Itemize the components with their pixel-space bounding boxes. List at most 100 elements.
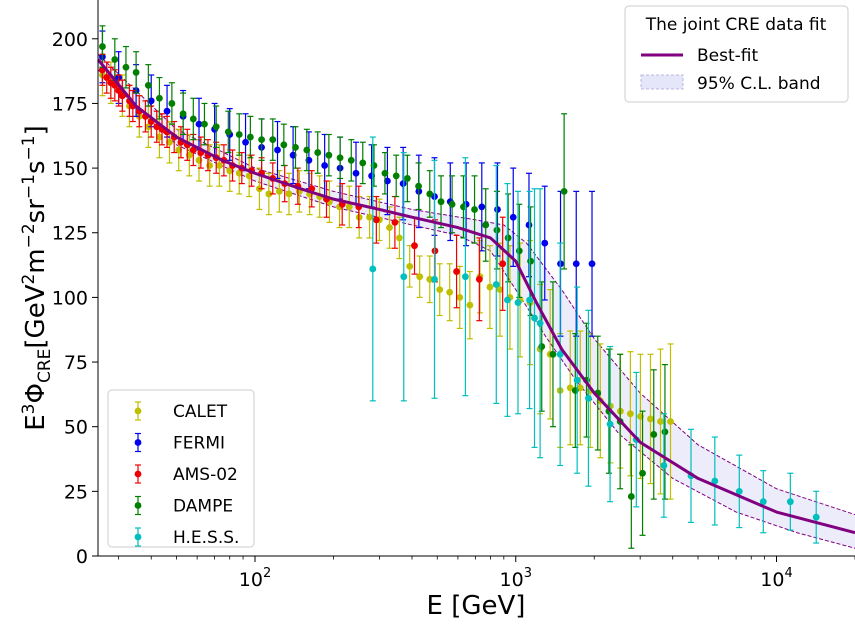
data-point: [461, 273, 469, 281]
data-point: [536, 319, 544, 327]
data-point: [386, 224, 393, 231]
data-point: [426, 275, 434, 283]
data-point: [280, 141, 288, 149]
data-point: [626, 410, 634, 418]
data-point: [366, 213, 373, 221]
data-point: [411, 242, 418, 250]
legend-marker-point: [134, 439, 142, 446]
data-point: [156, 133, 163, 141]
data-point: [560, 187, 568, 195]
legend-marker-point: [134, 470, 142, 478]
data-point: [515, 247, 523, 255]
data-point: [661, 428, 669, 436]
data-point: [206, 162, 214, 169]
legend-label: FERMI: [173, 434, 225, 454]
data-point: [156, 94, 163, 102]
data-point: [369, 265, 377, 273]
data-point: [245, 172, 253, 180]
legend-best-fit-label: Best-fit: [697, 46, 758, 66]
data-point: [573, 376, 581, 384]
data-point: [285, 190, 293, 198]
data-point: [399, 180, 407, 188]
data-point: [99, 43, 106, 50]
data-point: [585, 394, 592, 402]
data-point: [475, 275, 483, 283]
y-tick-label: 150: [52, 158, 88, 180]
data-point: [538, 343, 546, 350]
data-point: [660, 462, 668, 469]
data-point: [527, 257, 534, 265]
data-point: [416, 273, 424, 281]
data-point: [812, 513, 820, 521]
data-point: [504, 296, 511, 304]
data-point: [144, 81, 152, 89]
data-point: [448, 200, 456, 208]
data-point: [647, 415, 654, 423]
data-point: [118, 92, 126, 100]
data-point: [212, 123, 220, 131]
data-point: [269, 136, 277, 144]
legend-item-calet: CALET: [134, 401, 228, 422]
data-point: [224, 128, 232, 136]
data-point: [566, 384, 574, 392]
data-point: [345, 203, 353, 211]
data-point: [179, 110, 187, 118]
data-point: [396, 234, 403, 242]
data-point: [549, 350, 557, 358]
data-point: [147, 97, 155, 105]
data-point: [735, 487, 743, 495]
data-point: [370, 162, 378, 169]
y-tick-label: 100: [52, 287, 88, 309]
data-point: [303, 146, 311, 154]
data-point: [759, 498, 767, 506]
data-point: [456, 293, 464, 301]
data-point: [657, 418, 664, 425]
data-point: [122, 63, 130, 71]
data-point: [347, 156, 355, 164]
data-point: [556, 350, 564, 358]
data-point: [103, 74, 111, 81]
legend-marker-point: [134, 502, 142, 509]
data-point: [359, 159, 367, 167]
data-point: [400, 273, 408, 281]
data-point: [275, 187, 283, 195]
data-point: [436, 286, 444, 294]
data-point: [189, 146, 197, 154]
data-point: [242, 138, 249, 146]
legend-item-h-e-s-s: H.E.S.S.: [134, 527, 239, 548]
data-point: [639, 469, 646, 477]
data-point: [711, 477, 719, 485]
data-point: [572, 260, 580, 268]
data-point: [426, 190, 434, 198]
data-point: [226, 167, 234, 175]
legend-experiments: CALET FERMI AMS-02 DAMPE H.E.S.S.: [107, 389, 255, 548]
data-point: [265, 190, 273, 198]
data-point: [292, 144, 299, 151]
legend-band-swatch: [640, 74, 684, 90]
data-point: [111, 56, 119, 63]
data-point: [189, 115, 197, 123]
legend-item-dampe: DAMPE: [134, 495, 233, 517]
data-point: [235, 131, 243, 138]
data-point: [246, 133, 254, 141]
data-point: [453, 268, 460, 275]
legend-fit-title: The joint CRE data fit: [645, 15, 827, 35]
data-point: [526, 296, 533, 304]
data-point: [406, 262, 414, 270]
data-point: [166, 138, 173, 146]
data-points-layer: [99, 25, 820, 549]
data-point: [431, 275, 438, 283]
legend-experiments-frame: [107, 389, 255, 548]
data-point: [289, 151, 297, 159]
data-point: [403, 175, 411, 182]
data-point: [258, 136, 265, 144]
y-axis-label: E3ΦCRE[GeV2m−2sr−1s−1]: [19, 125, 55, 431]
data-point: [163, 107, 171, 115]
legend-marker-point: [134, 533, 142, 541]
data-point: [493, 226, 501, 234]
y-tick-label: 0: [76, 546, 88, 568]
y-tick-label: 125: [52, 223, 88, 245]
data-point: [466, 301, 474, 309]
best-fit-layer: [98, 58, 855, 535]
data-point: [446, 288, 454, 296]
